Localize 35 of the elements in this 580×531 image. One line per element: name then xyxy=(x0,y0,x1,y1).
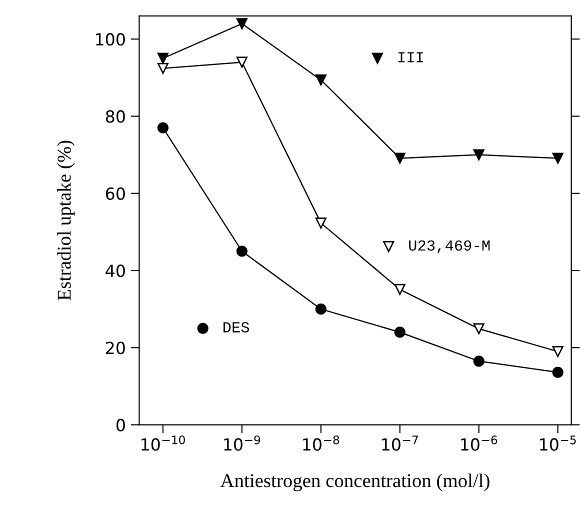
x-tick-label: 10$^{−8}$ xyxy=(303,435,340,451)
point xyxy=(236,246,248,257)
point xyxy=(394,284,406,295)
y-tick-label: 20 xyxy=(106,342,125,354)
point xyxy=(394,152,406,164)
annotation: U23,469-M xyxy=(409,240,490,254)
point xyxy=(315,218,326,229)
x-axis-title: Antiestrogen concentration (mol/l) xyxy=(220,474,490,492)
point xyxy=(473,356,484,367)
y-tick-label: 100 xyxy=(96,33,125,46)
point xyxy=(157,52,169,64)
point xyxy=(552,152,564,164)
y-tick-label: 80 xyxy=(106,110,125,123)
y-tick-label: 0 xyxy=(116,418,125,432)
point xyxy=(315,74,326,86)
point xyxy=(552,346,564,358)
point xyxy=(315,304,326,315)
point xyxy=(473,323,484,334)
annotation: III xyxy=(398,52,423,62)
y-tick-label: 60 xyxy=(106,187,125,200)
point xyxy=(157,62,169,74)
x-tick-label: 10$^{−7}$ xyxy=(382,436,418,451)
y-axis-title: Estradiol uptake (%) xyxy=(57,140,75,300)
point xyxy=(552,366,564,378)
x-tick-label: 10$^{−10}$ xyxy=(142,435,185,451)
point xyxy=(157,122,169,134)
point xyxy=(236,56,248,68)
y-tick-label: 40 xyxy=(106,264,125,278)
annotation: DES xyxy=(224,322,250,332)
x-tick-label: 10$^{−9}$ xyxy=(224,435,260,451)
x-tick-label: 10$^{−5}$ xyxy=(540,436,576,451)
point xyxy=(473,149,484,160)
point xyxy=(236,18,248,30)
x-tick-label: 10$^{−6}$ xyxy=(461,435,498,451)
point xyxy=(394,326,406,338)
